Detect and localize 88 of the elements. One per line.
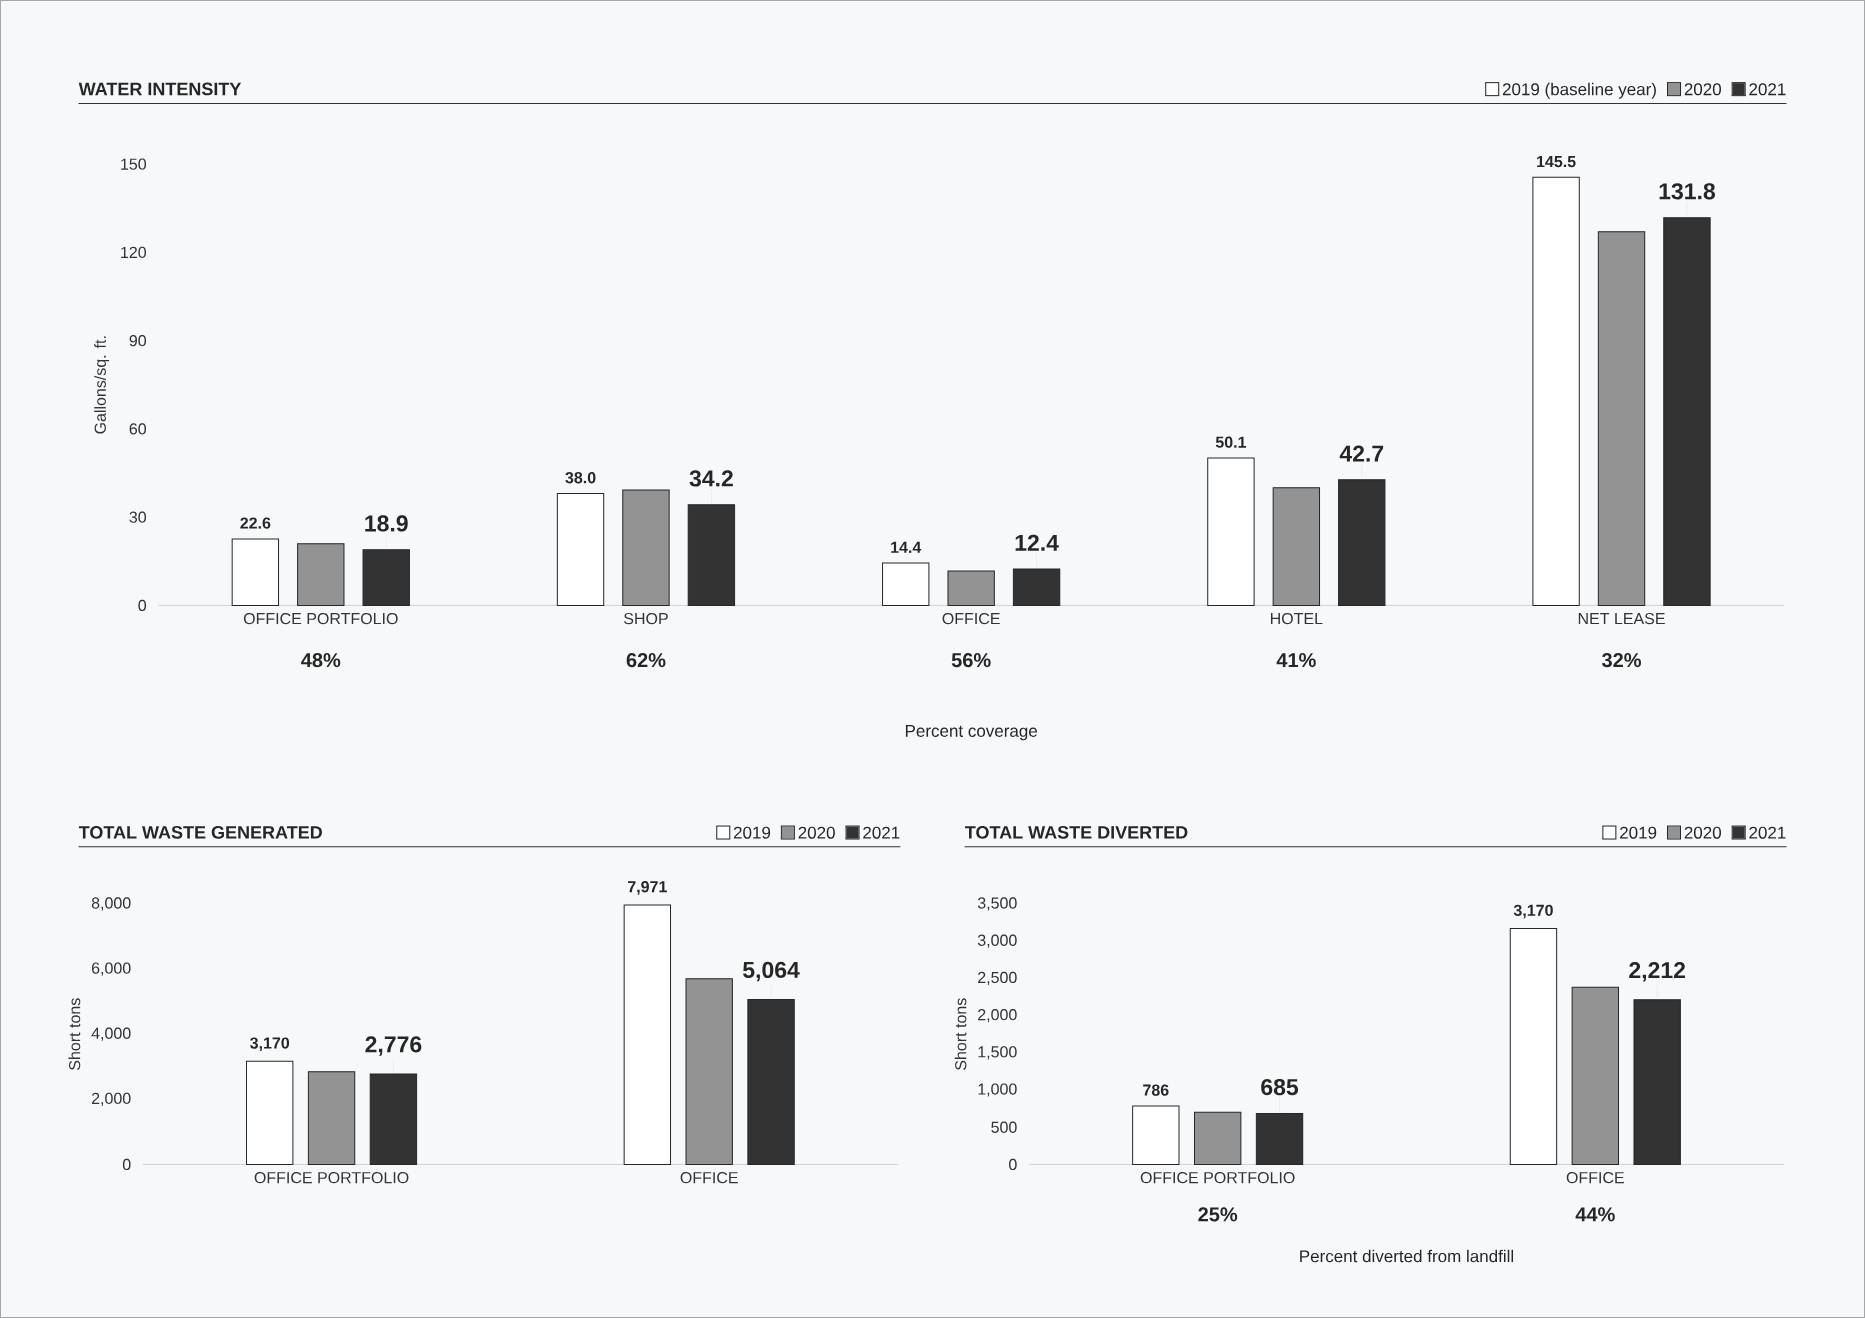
bar xyxy=(1663,217,1711,606)
legend-label: 2020 xyxy=(798,826,835,839)
data-label: 3,170 xyxy=(1513,904,1553,919)
legend-label: 2021 xyxy=(863,826,900,839)
chart-title: WATER INTENSITY xyxy=(78,82,242,96)
text: 25% xyxy=(1198,1207,1238,1222)
legend-label: 2021 xyxy=(1749,83,1786,96)
bar xyxy=(687,504,736,606)
data-label: 786 xyxy=(1143,1084,1169,1096)
y-tick-label: 30 xyxy=(129,511,147,523)
y-tick-label: 2,500 xyxy=(978,971,1017,985)
y-tick-label: 150 xyxy=(121,158,147,170)
text: 41% xyxy=(1276,653,1316,668)
y-tick-label: 1,000 xyxy=(978,1083,1017,1097)
bar xyxy=(747,999,795,1165)
data-label: 22.6 xyxy=(240,517,271,529)
legend-label: 2019 xyxy=(733,826,771,839)
y-tick-label: 0 xyxy=(122,1158,131,1171)
bar xyxy=(1255,1112,1304,1165)
text: 44% xyxy=(1575,1207,1615,1222)
text: 32% xyxy=(1601,653,1641,668)
text: 56% xyxy=(951,653,991,668)
data-label: 18.9 xyxy=(365,515,408,532)
y-tick-label: 0 xyxy=(138,599,147,612)
y-tick-label: 60 xyxy=(129,423,147,435)
bar xyxy=(556,493,605,606)
data-label: 131.8 xyxy=(1659,183,1716,200)
x-tick-label: OFFICE PORTFOLIO xyxy=(254,1171,409,1184)
legend-label: 2020 xyxy=(1684,83,1721,96)
y-tick-label: 3,000 xyxy=(977,934,1017,948)
x-tick-label: OFFICE PORTFOLIO xyxy=(243,612,398,625)
x-tick-label: OFFICE xyxy=(942,612,1000,625)
y-axis-title: Gallons/sq. ft. xyxy=(94,336,110,434)
bar xyxy=(1633,999,1681,1165)
y-tick-label: 2,000 xyxy=(91,1092,131,1106)
y-tick-label: 8,000 xyxy=(91,897,131,911)
data-label: 38.0 xyxy=(565,472,596,484)
x-tick-label: OFFICE xyxy=(1566,1171,1624,1184)
bar xyxy=(1207,457,1255,606)
legend-label: 2019 (baseline year) xyxy=(1502,82,1656,99)
bar xyxy=(1532,176,1580,606)
legend-label: 2020 xyxy=(1684,826,1721,839)
legend-label: 2021 xyxy=(1749,826,1786,839)
bar xyxy=(1338,479,1386,606)
data-label: 5,064 xyxy=(742,961,800,982)
bar xyxy=(1132,1105,1180,1165)
data-label: 34.2 xyxy=(689,470,733,487)
x-tick-label: OFFICE xyxy=(680,1171,738,1184)
data-label: 42.7 xyxy=(1339,445,1384,462)
x-tick-label: OFFICE PORTFOLIO xyxy=(1140,1171,1295,1184)
data-label: 145.5 xyxy=(1537,156,1576,168)
y-tick-label: 3,500 xyxy=(977,897,1017,911)
y-tick-label: 0 xyxy=(1009,1158,1017,1171)
y-tick-label: 6,000 xyxy=(91,962,131,976)
x-tick-label: SHOP xyxy=(624,612,668,625)
y-tick-label: 120 xyxy=(121,246,147,259)
y-tick-label: 90 xyxy=(129,334,147,347)
x-tick-label: HOTEL xyxy=(1270,612,1323,625)
y-tick-label: 2,000 xyxy=(978,1008,1017,1023)
text: 48% xyxy=(301,653,341,668)
bar xyxy=(369,1073,418,1165)
y-tick-label: 500 xyxy=(991,1121,1017,1133)
data-label: 7,971 xyxy=(628,881,667,895)
x-axis-title: Percent diverted from landfill xyxy=(1300,1249,1514,1263)
bar xyxy=(231,538,280,606)
data-label: 50.1 xyxy=(1215,436,1247,448)
y-axis-title: Short tons xyxy=(68,998,81,1070)
bar xyxy=(1012,568,1061,606)
y-axis-title: Short tons xyxy=(954,998,967,1070)
data-label: 14.4 xyxy=(891,541,922,553)
chart-title: TOTAL WASTE DIVERTED xyxy=(965,825,1188,839)
chart-title: TOTAL WASTE GENERATED xyxy=(78,825,322,839)
bar xyxy=(623,904,672,1165)
data-label: 3,170 xyxy=(250,1037,290,1052)
bar xyxy=(1509,928,1558,1165)
x-axis-title: Percent coverage xyxy=(905,725,1038,741)
x-tick-label: NET LEASE xyxy=(1578,612,1665,625)
y-tick-label: 4,000 xyxy=(91,1027,131,1041)
bar xyxy=(246,1060,294,1165)
y-tick-label: 1,500 xyxy=(978,1046,1017,1060)
bar xyxy=(362,549,410,606)
data-label: 685 xyxy=(1261,1078,1299,1096)
text: 62% xyxy=(626,653,666,668)
data-label: 2,212 xyxy=(1629,962,1686,982)
data-label: 12.4 xyxy=(1015,534,1059,551)
bar xyxy=(882,562,930,606)
data-label: 2,776 xyxy=(365,1036,422,1056)
legend-label: 2019 xyxy=(1620,826,1657,839)
